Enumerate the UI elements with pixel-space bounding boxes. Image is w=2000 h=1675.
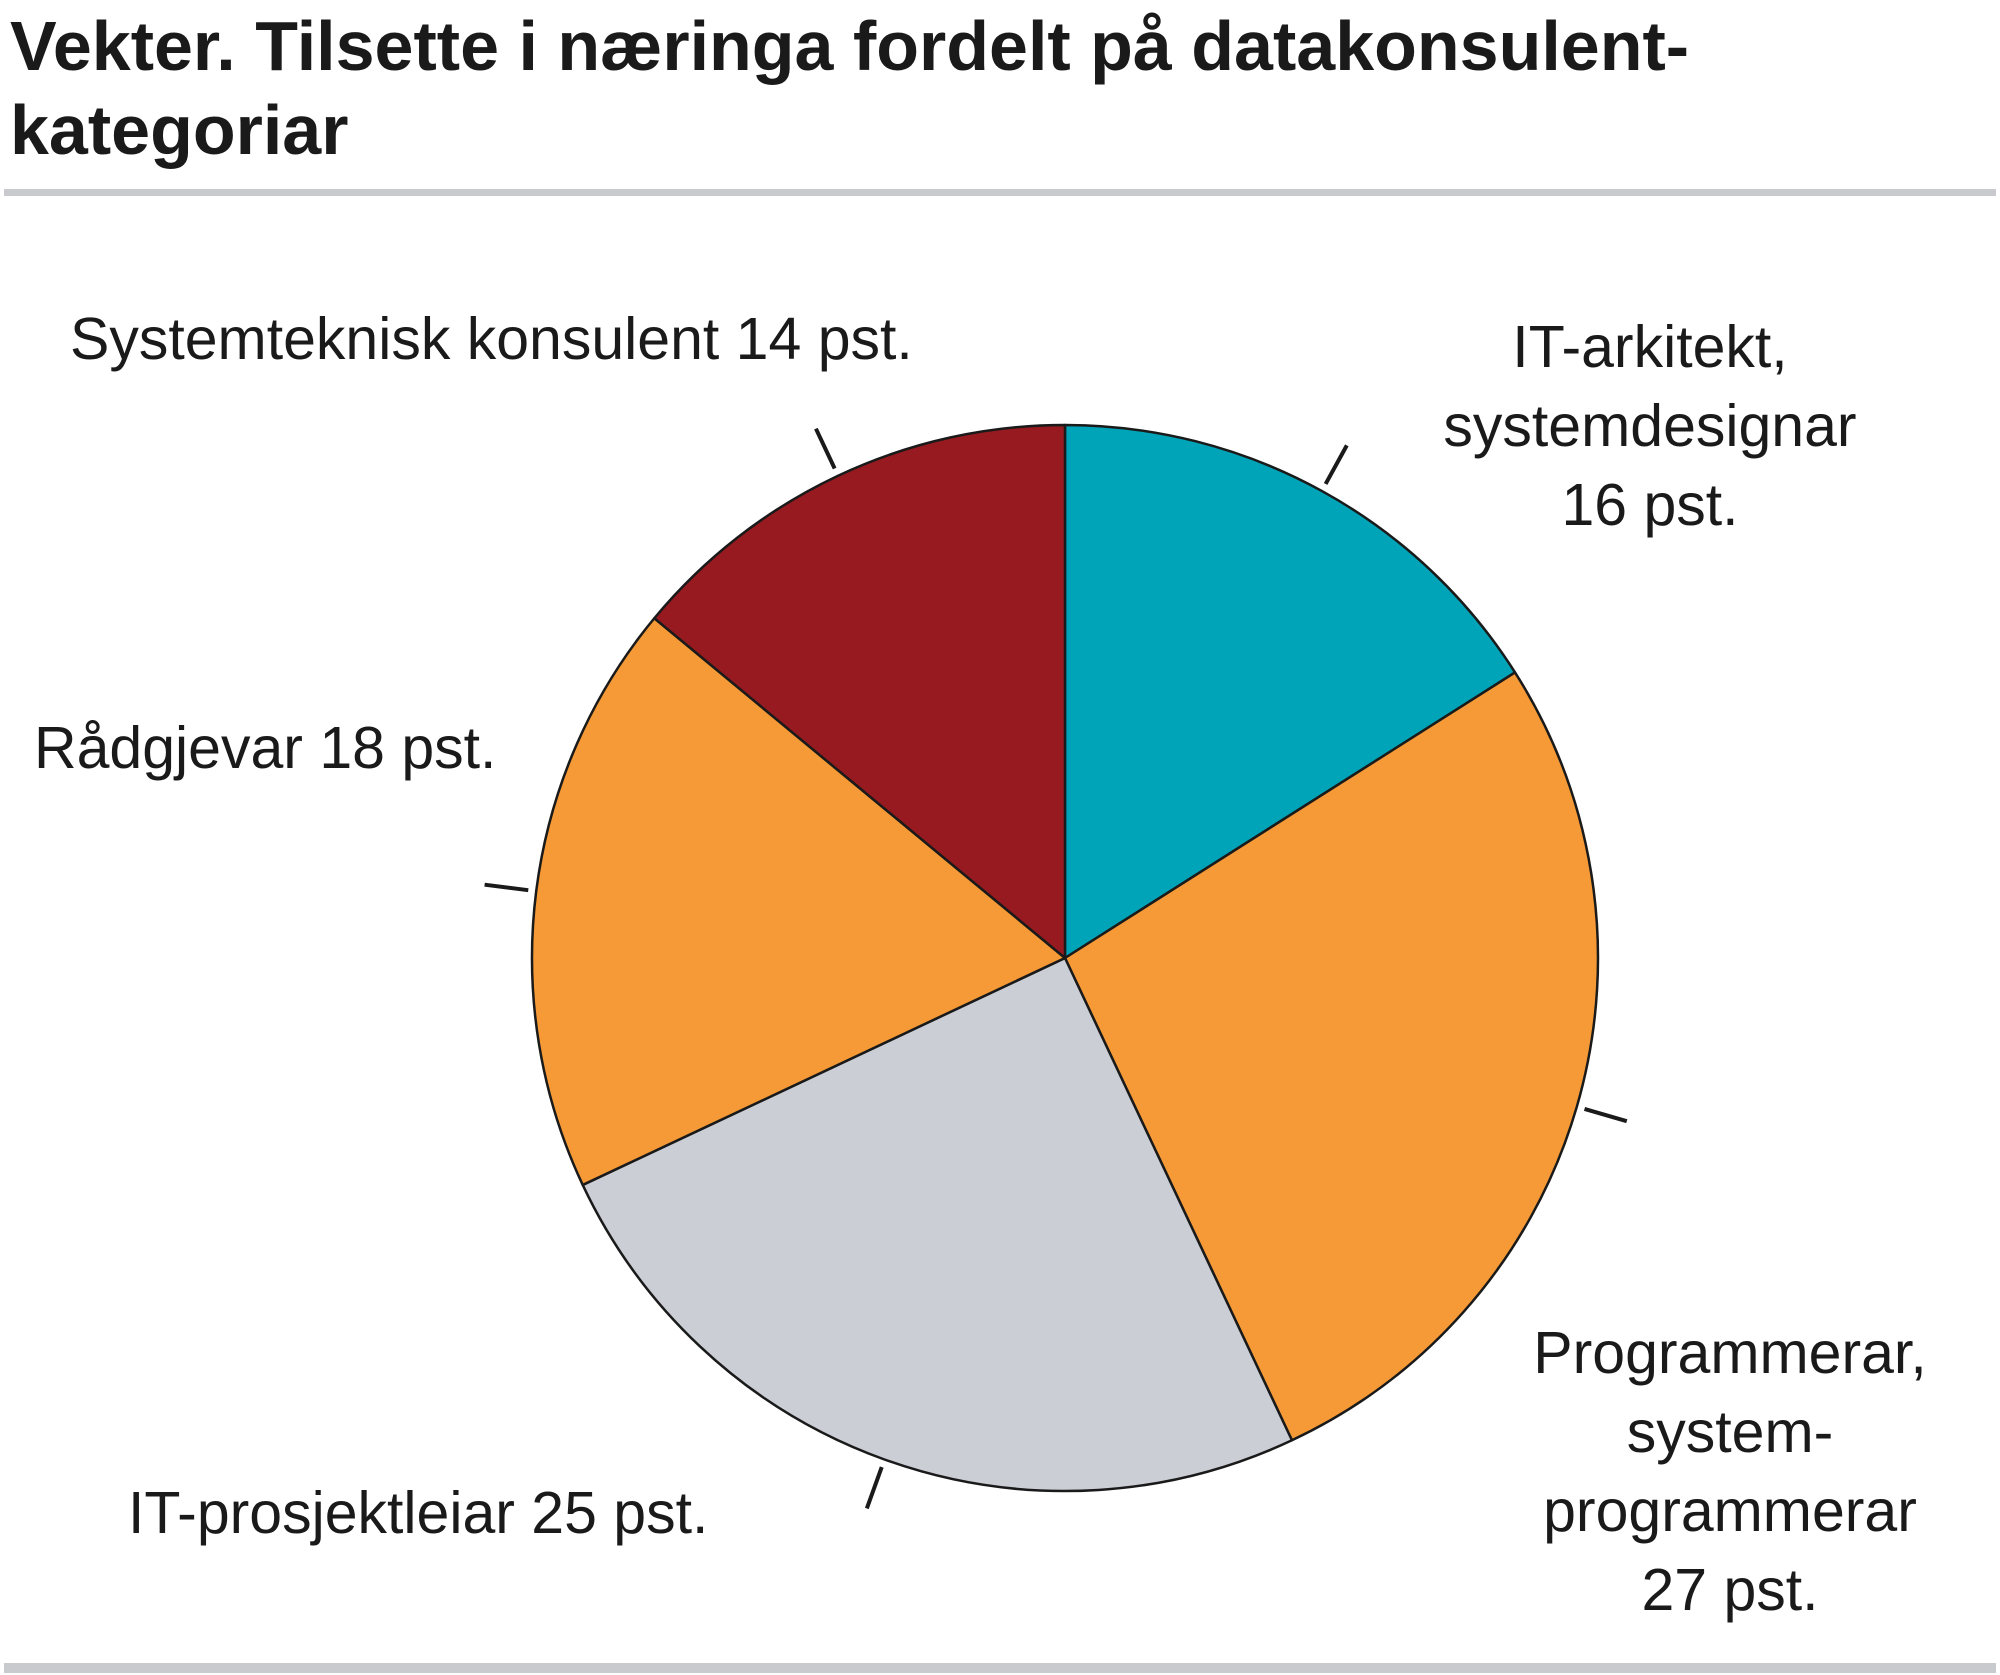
pie-slice-systemteknisk (653, 423, 1067, 960)
slice-label-it-arkitekt: IT-arkitekt, systemdesignar 16 pst. (1443, 314, 1857, 538)
leader-line-programmerar (1583, 1107, 1628, 1124)
slice-label-radgjevar: Rådgjevar 18 pst. (34, 715, 497, 781)
chart-title: Vekter. Tilsette i næringa fordelt på da… (10, 7, 1690, 169)
leader-line-radgjevar (484, 882, 529, 893)
leader-line-it-arkitekt (1323, 444, 1349, 485)
pie-slice-it-arkitekt (1063, 423, 1517, 960)
leader-lines (484, 427, 1628, 1510)
bottom-divider (4, 1663, 1996, 1673)
slice-label-systemteknisk: Systemteknisk konsulent 14 pst. (70, 306, 913, 372)
slice-label-programmerar: Programmerar, system- programmerar 27 ps… (1533, 1320, 1927, 1623)
title-divider (4, 189, 1996, 196)
pie-slice-it-prosjektleiar (581, 956, 1294, 1493)
pie-slice-programmerar (1063, 671, 1600, 1442)
leader-line-it-prosjektleiar (864, 1466, 884, 1510)
leader-line-systemteknisk (814, 427, 837, 470)
slice-label-it-prosjektleiar: IT-prosjektleiar 25 pst. (128, 1480, 709, 1546)
pie-slices (530, 423, 1600, 1493)
pie-slice-radgjevar (530, 617, 1067, 1187)
